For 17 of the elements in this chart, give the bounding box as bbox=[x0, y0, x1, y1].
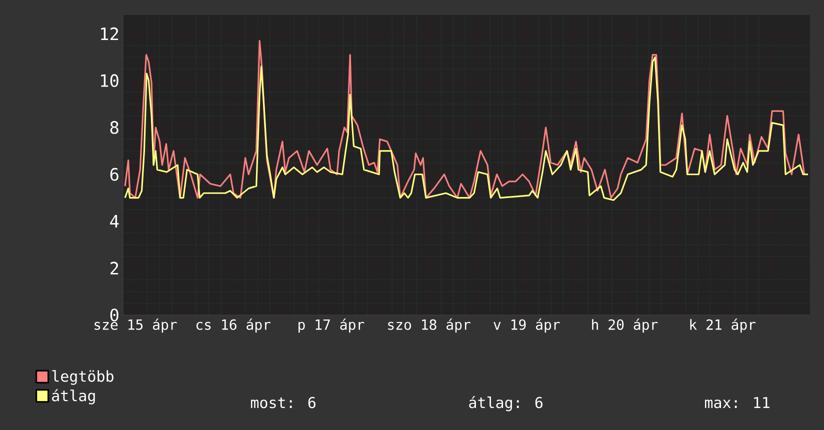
x-tick-label: h 20 ápr bbox=[592, 318, 658, 333]
x-tick-label: k 21 ápr bbox=[690, 318, 756, 333]
y-tick-label: 4 bbox=[110, 215, 119, 228]
text: max: 11 bbox=[705, 397, 770, 408]
y-tick-label: 12 bbox=[101, 27, 118, 40]
legend-label: legtöbb bbox=[52, 370, 114, 385]
text: most: 6 bbox=[251, 396, 316, 408]
x-tick-label: cs 16 ápr bbox=[196, 318, 270, 333]
y-tick-label: 8 bbox=[110, 121, 118, 134]
legend-label: átlag bbox=[52, 389, 95, 404]
y-tick-label: 6 bbox=[110, 168, 118, 181]
x-tick-label: p 17 ápr bbox=[298, 318, 364, 333]
y-tick-label: 2 bbox=[110, 262, 118, 274]
x-tick-label: szo 18 ápr bbox=[388, 318, 470, 333]
text: átlag: 6 bbox=[469, 396, 542, 412]
y-tick-label: 10 bbox=[101, 74, 118, 88]
x-tick-label: v 19 ápr bbox=[494, 318, 560, 333]
